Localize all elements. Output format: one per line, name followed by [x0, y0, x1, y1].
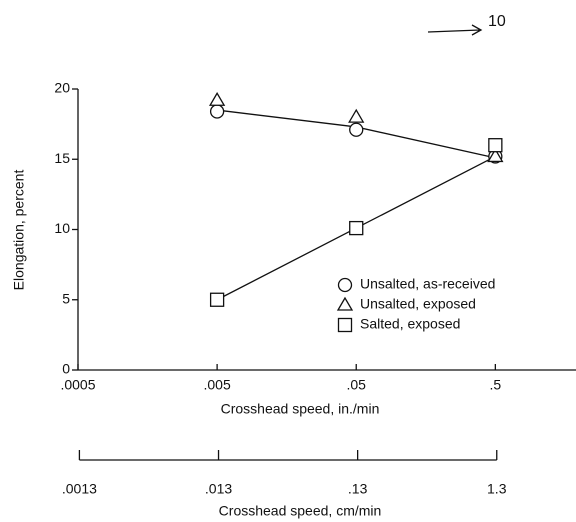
marker-circle [337, 277, 353, 293]
y-tick-label: 15 [54, 150, 70, 166]
x-tick-label: .0005 [60, 377, 95, 393]
marker-triangle [336, 296, 354, 311]
x-axis-label: Crosshead speed, in./min [221, 401, 380, 417]
y-tick-label: 10 [54, 220, 70, 236]
x2-tick-label: 1.3 [487, 481, 507, 497]
marker-triangle [208, 91, 226, 106]
marker-circle [349, 122, 364, 137]
marker-square [349, 220, 364, 236]
marker-square [209, 292, 225, 307]
marker-circle [209, 104, 225, 119]
x2-axis-label: Crosshead speed, cm/min [219, 503, 382, 519]
y-tick-label: 0 [62, 361, 70, 377]
annotation-arrow [427, 24, 483, 36]
marker-square [337, 317, 353, 333]
legend-label: Unsalted, exposed [360, 296, 476, 312]
marker-triangle [348, 108, 365, 123]
x-tick-label: .5 [489, 377, 501, 393]
y-tick-label: 5 [62, 290, 70, 306]
x2-tick-label: .013 [205, 481, 232, 497]
y-tick-label: 20 [54, 80, 70, 96]
y-axis-label: Elongation, percent [11, 170, 27, 291]
annotation: 10 [488, 13, 506, 30]
legend-label: Salted, exposed [360, 316, 460, 332]
legend-label: Unsalted, as-received [360, 276, 495, 292]
marker-square [488, 138, 503, 153]
marker-triangle [487, 148, 504, 163]
x2-tick-label: .13 [348, 481, 368, 497]
x-tick-label: .005 [203, 377, 230, 393]
x2-tick-label: .0013 [62, 481, 97, 497]
x-tick-label: .05 [346, 377, 366, 393]
